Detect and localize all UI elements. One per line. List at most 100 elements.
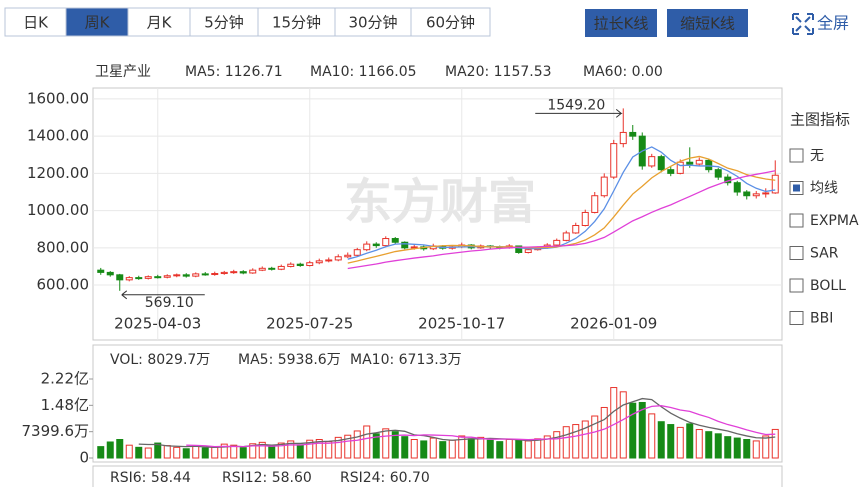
volume-bar: [572, 424, 580, 459]
tab[interactable]: [65, 7, 129, 37]
tab[interactable]: [334, 7, 412, 37]
indicator-option: BBI: [810, 311, 833, 327]
volume-panel: [92, 344, 783, 463]
legend-item: RSI24: 60.70: [340, 470, 430, 486]
tab[interactable]: [410, 7, 491, 37]
volume-bar: [733, 437, 741, 459]
candle-body: [258, 267, 266, 271]
volume-bar: [106, 441, 114, 459]
candle-body: [391, 238, 399, 243]
candle-body: [695, 159, 703, 165]
tab-label: 月K: [147, 14, 173, 32]
fullscreen-button[interactable]: 全屏: [792, 13, 849, 35]
volume-bar: [695, 429, 703, 459]
volume-bar: [211, 446, 219, 459]
tab-label: 60分钟: [426, 14, 475, 32]
ma-line: [347, 170, 776, 270]
tab-label: 日K: [23, 14, 49, 32]
volume-bar: [515, 439, 523, 459]
button[interactable]: [585, 9, 657, 37]
volume-bar: [372, 433, 380, 459]
candle-body: [287, 263, 295, 267]
indicator-option: EXPMA: [810, 213, 859, 229]
fullscreen-icon: [792, 13, 814, 35]
candle-body: [705, 159, 713, 171]
candle-body: [249, 269, 257, 274]
legend-item: MA60: 0.00: [583, 64, 663, 80]
legend-item: RSI12: 58.60: [222, 470, 312, 486]
y-tick-label: 2.22亿: [41, 370, 89, 388]
volume-bar: [619, 391, 627, 459]
volume-bar: [600, 406, 608, 459]
volume-bar: [771, 428, 779, 459]
tab[interactable]: [127, 7, 191, 37]
volume-bar: [144, 447, 152, 459]
indicator-option: 均线: [810, 181, 838, 197]
volume-bar: [467, 438, 475, 459]
tab-label: 周K: [85, 14, 111, 32]
y-tick-label: 7399.6万: [22, 422, 90, 440]
button[interactable]: [667, 9, 748, 37]
tab[interactable]: [257, 7, 336, 37]
candle-body: [581, 211, 589, 226]
candle-body: [268, 267, 276, 270]
volume-bar: [192, 445, 200, 459]
ma-line: [186, 405, 776, 448]
volume-bar: [182, 448, 190, 459]
candle-body: [752, 193, 760, 197]
checkbox[interactable]: [789, 148, 804, 163]
checkbox[interactable]: [789, 246, 804, 260]
candle-body: [714, 169, 722, 178]
volume-bar: [258, 441, 266, 459]
volume-bar: [401, 436, 409, 459]
legend-item: 卫星产业: [95, 64, 151, 80]
indicator-option: BOLL: [810, 278, 846, 294]
volume-bar: [334, 436, 342, 459]
volume-bar: [714, 433, 722, 459]
candle-body: [154, 276, 162, 279]
checkbox[interactable]: [789, 278, 804, 293]
volume-bar: [287, 440, 295, 459]
volume-bar: [505, 439, 513, 459]
volume-bar: [524, 440, 532, 459]
checkbox[interactable]: [789, 311, 804, 325]
volume-bar: [439, 441, 447, 459]
x-tick-label: 2025-04-03: [114, 315, 201, 333]
candle-body: [600, 176, 608, 197]
candle-body: [401, 241, 409, 249]
checkbox[interactable]: [789, 213, 804, 228]
legend-item: MA20: 1157.53: [445, 64, 552, 80]
candle-body: [334, 256, 342, 261]
volume-bar: [363, 425, 371, 459]
candle-body: [97, 269, 105, 273]
candle-body: [363, 243, 371, 251]
volume-bar: [458, 435, 466, 459]
candle-body: [116, 274, 124, 281]
volume-bar: [296, 444, 304, 459]
button-label: 拉长K线: [594, 15, 649, 33]
candle-body: [657, 156, 665, 171]
y-tick-label: 1200.00: [27, 164, 89, 182]
candle-body: [382, 238, 390, 247]
volume-bar: [562, 426, 570, 459]
candle-body: [125, 277, 133, 281]
indicator-option: 无: [810, 148, 824, 164]
volume-bar: [315, 439, 323, 459]
volume-bar: [448, 439, 456, 459]
legend-item: MA10: 6713.3万: [350, 352, 462, 368]
tab[interactable]: [189, 7, 259, 37]
volume-bar: [657, 421, 665, 459]
candle-body: [562, 232, 570, 241]
volume-bar: [676, 426, 684, 459]
candle-body: [591, 195, 599, 213]
candle-body: [173, 274, 181, 277]
volume-bar: [629, 402, 637, 459]
volume-bar: [638, 401, 646, 459]
tab-label: 5分钟: [204, 14, 244, 32]
annotation-arrow: [535, 108, 623, 118]
candle-body: [144, 276, 152, 279]
volume-bar: [173, 446, 181, 459]
indicator-title: 主图指标: [790, 111, 850, 129]
